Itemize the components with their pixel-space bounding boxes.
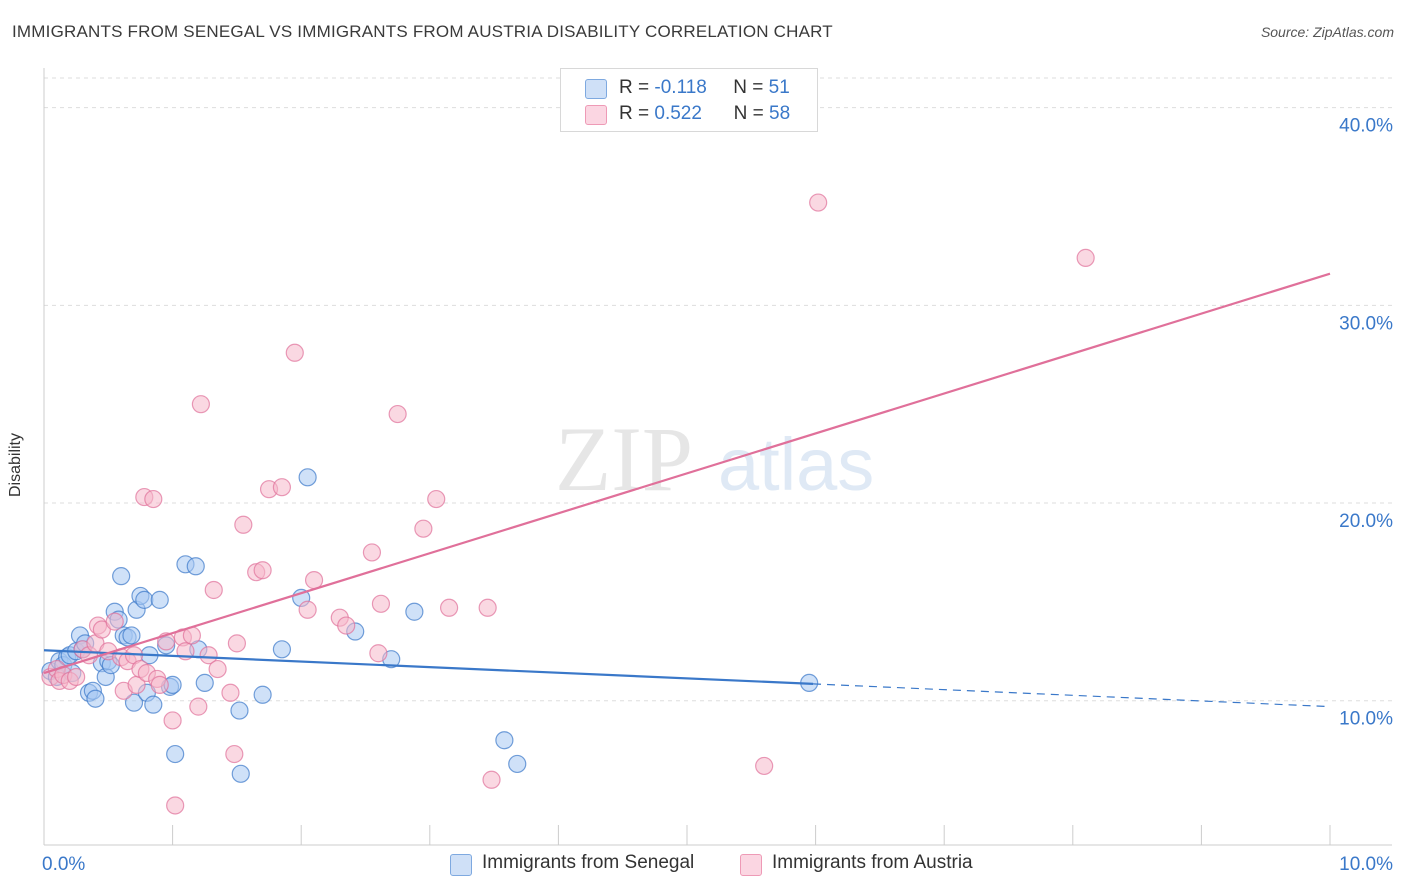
point-austria [227,634,246,653]
point-austria [337,616,356,635]
legend-label-austria: Immigrants from Austria [772,852,973,873]
trend-line-senegal-extension [813,683,1331,708]
point-austria [1076,248,1095,267]
watermark-zip: ZIP [555,408,693,510]
point-senegal [495,731,514,750]
trend-lines [43,272,1331,708]
point-austria [144,489,163,509]
point-austria [163,711,182,730]
point-senegal [135,590,154,609]
point-austria [439,598,459,617]
n-value-senegal: 51 [768,77,790,98]
point-austria [414,519,433,538]
x-tick-label-start: 0.0% [42,854,85,875]
point-austria [208,659,227,679]
legend-label-senegal: Immigrants from Senegal [482,852,695,873]
point-austria [253,561,272,580]
point-austria [225,744,244,764]
point-austria [189,697,208,716]
chart-title: IMMIGRANTS FROM SENEGAL VS IMMIGRANTS FR… [12,22,833,41]
point-austria [362,543,382,562]
stats-swatch-senegal [585,79,607,99]
r-value-senegal: -0.118 [654,77,707,98]
point-austria [755,756,774,776]
point-austria [234,515,253,534]
point-senegal [150,590,169,609]
point-austria [105,612,124,631]
point-austria [285,343,304,362]
point-senegal [186,557,205,576]
point-austria [67,667,86,687]
y-tick-label: 40.0% [1339,116,1393,137]
point-austria [388,404,407,424]
watermark-atlas: atlas [718,423,874,506]
point-senegal [298,468,317,487]
point-austria [304,571,324,590]
stats-legend: R = -0.118 N = 51 R = 0.522 N = 58 [560,68,818,132]
legend-swatch-senegal [450,854,472,876]
n-label: N = [733,77,764,98]
r-label: R = [619,103,650,124]
y-axis-label: Disability [7,432,24,498]
point-senegal [112,567,131,586]
point-senegal [231,764,250,783]
point-austria [369,644,388,663]
stats-swatch-austria [585,105,607,125]
watermark: ZIP atlas [555,408,874,510]
point-austria [221,683,240,702]
point-austria [427,489,446,509]
n-value-austria: 58 [769,103,791,124]
point-senegal [166,744,185,764]
legend-swatch-austria [740,854,762,876]
point-senegal [253,685,272,704]
point-senegal [124,693,144,712]
y-tick-label: 30.0% [1339,313,1393,334]
point-senegal [86,689,105,708]
point-senegal [230,701,249,720]
point-austria [166,796,185,815]
point-austria [272,478,292,497]
point-senegal [405,602,424,621]
point-austria [298,600,317,619]
point-austria [482,770,501,789]
point-austria [191,395,210,414]
axes [43,68,1392,846]
point-austria [204,580,223,600]
n-label: N = [733,103,764,124]
point-austria [199,646,218,665]
r-value-austria: 0.522 [654,103,702,124]
r-label: R = [619,77,650,98]
point-senegal [122,626,141,645]
point-senegal [272,640,292,659]
point-austria [150,675,169,694]
trend-line-senegal [43,649,814,685]
x-tick-label-end: 10.0% [1339,854,1393,875]
y-tick-label: 10.0% [1339,709,1393,730]
point-austria [478,598,497,617]
trend-line-austria [43,272,1331,675]
point-austria [371,594,391,613]
tick-labels: 10.0% 20.0% 30.0% 40.0% 0.0% 10.0% [42,116,1393,875]
point-senegal [508,754,527,774]
grid-lines [44,77,1392,702]
point-senegal [144,695,163,714]
point-austria [809,193,828,212]
point-senegal [195,673,214,693]
source-label: Source: ZipAtlas.com [1260,24,1394,40]
y-tick-label: 20.0% [1339,511,1393,532]
